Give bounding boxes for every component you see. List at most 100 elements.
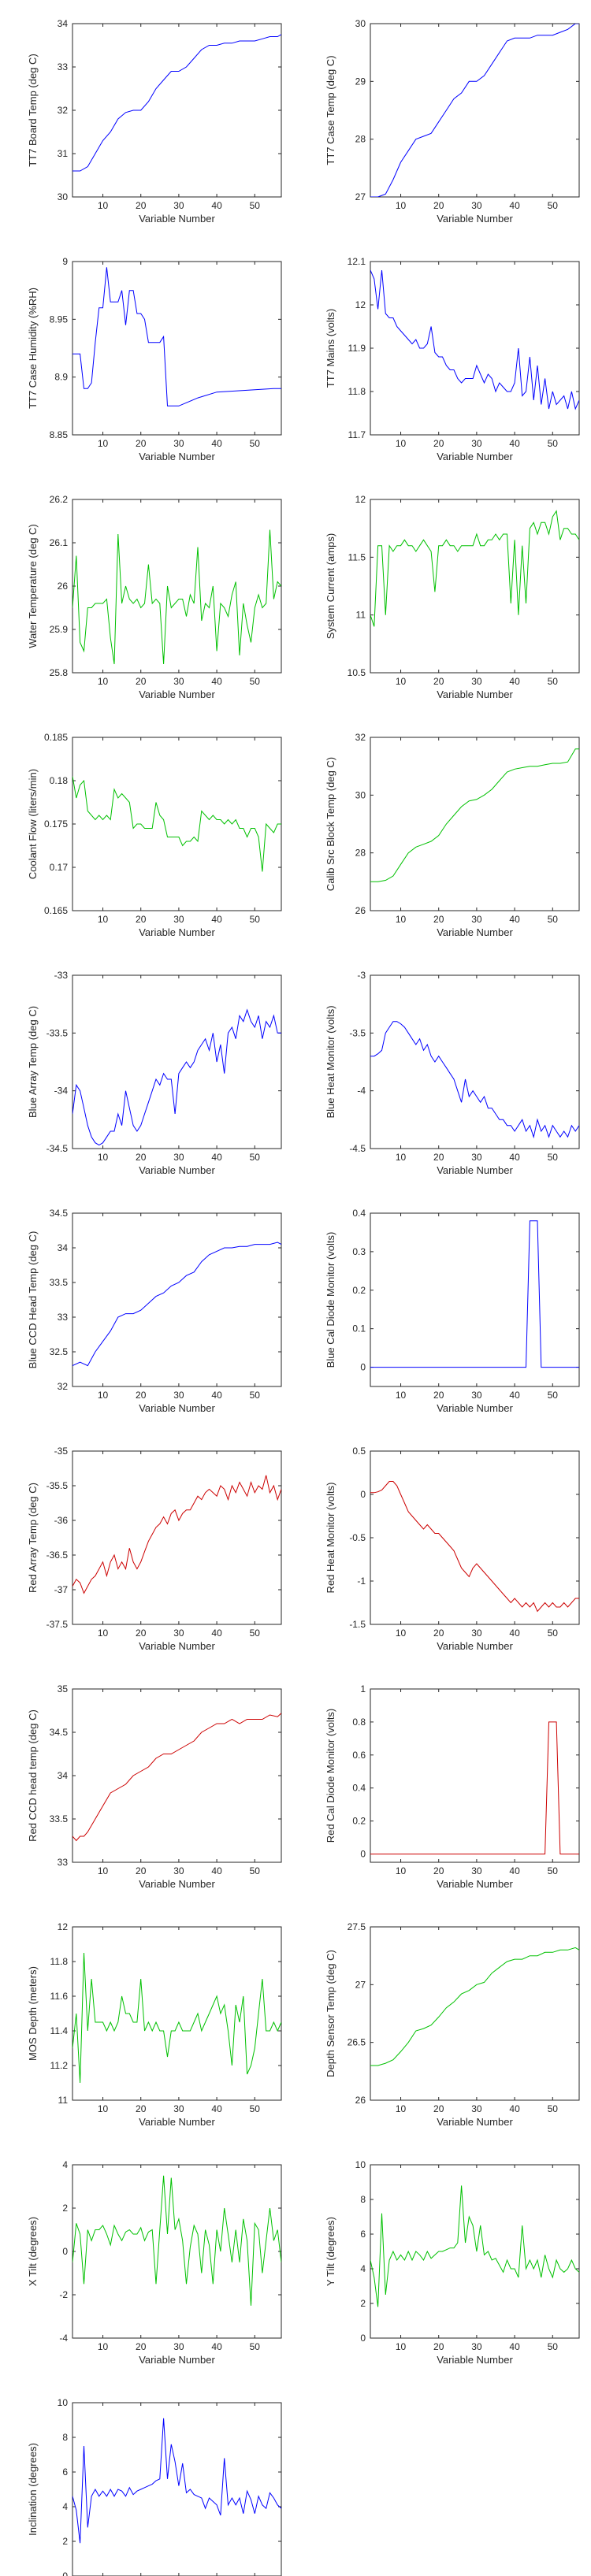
x-axis-label: Variable Number [437, 1640, 513, 1652]
x-axis-label: Variable Number [437, 2116, 513, 2128]
x-tick-label: 40 [211, 676, 222, 687]
x-tick-label: 50 [250, 1152, 261, 1163]
y-axis-label: Calib Src Block Temp (deg C) [325, 757, 336, 891]
y-axis-label: Y Tilt (degrees) [325, 2217, 336, 2286]
x-tick-label: 10 [98, 1390, 109, 1401]
x-tick-label: 50 [250, 2103, 261, 2114]
chart-6: 10 20 30 40 50 10.5 11 11.5 12 Variable Number Sys… [325, 494, 580, 700]
x-tick-label: 30 [471, 438, 482, 449]
chart-15: 10 20 30 40 50 33 33.5 34 34.5 35 Variable Number R… [27, 1683, 282, 1890]
x-tick-label: 20 [433, 676, 444, 687]
data-series-line [370, 2185, 579, 2307]
x-tick-label: 20 [433, 914, 444, 925]
x-tick-label: 10 [396, 676, 407, 687]
y-axis-label: Red Cal Diode Monitor (volts) [325, 1709, 336, 1843]
x-tick-label: 50 [548, 676, 559, 687]
data-series-line [72, 34, 281, 172]
y-tick-label: 34.5 [50, 1208, 69, 1219]
y-axis-label: Water Temperature (deg C) [27, 524, 39, 648]
x-tick-label: 50 [548, 200, 559, 211]
x-tick-label: 50 [548, 2341, 559, 2352]
x-tick-label: 20 [136, 1390, 147, 1401]
x-tick-label: 50 [548, 1628, 559, 1639]
chart-1: 10 20 30 40 50 30 31 32 33 34 Variable Number TT7 B… [27, 18, 282, 225]
y-tick-label: 2 [360, 2298, 366, 2309]
x-tick-label: 10 [98, 1865, 109, 1876]
y-tick-label: -3.5 [349, 1027, 366, 1038]
y-tick-label: 11.9 [348, 343, 366, 354]
y-tick-label: 26.1 [50, 537, 69, 548]
x-axis-label: Variable Number [437, 213, 513, 225]
y-tick-label: 34.5 [50, 1727, 69, 1738]
x-tick-label: 20 [136, 676, 147, 687]
y-tick-label: 33 [58, 1857, 69, 1868]
y-tick-label: 25.8 [50, 667, 69, 678]
data-series-line [72, 1713, 281, 1842]
x-tick-label: 40 [211, 1152, 222, 1163]
y-tick-label: 11 [356, 610, 366, 621]
x-tick-label: 40 [509, 2103, 520, 2114]
chart-7: 10 20 30 40 50 0.165 0.17 0.175 0.18 0.185 Variabl… [27, 732, 282, 938]
y-tick-label: 4 [62, 2501, 68, 2512]
x-tick-label: 30 [173, 914, 184, 925]
y-tick-label: 32 [58, 1381, 69, 1392]
y-tick-label: -33.5 [46, 1027, 69, 1038]
data-series-line [370, 1947, 579, 2066]
x-tick-label: 40 [211, 1390, 222, 1401]
data-series-line [72, 1242, 281, 1367]
data-series-line [72, 1475, 281, 1594]
chart-10: 10 20 30 40 50 -4.5 -4 -3.5 -3 Variable Number Blu… [325, 970, 580, 1176]
data-series-line [72, 267, 281, 406]
y-tick-label: -1 [357, 1576, 366, 1587]
y-tick-label: 31 [58, 148, 69, 159]
y-tick-label: 11 [58, 2095, 69, 2106]
y-tick-label: 4 [62, 2159, 68, 2170]
y-tick-label: 27 [355, 191, 366, 202]
y-axis-label: Coolant Flow (liters/min) [27, 769, 39, 879]
y-tick-label: 25.9 [50, 624, 69, 635]
x-tick-label: 10 [396, 2103, 407, 2114]
x-tick-label: 10 [98, 2341, 109, 2352]
plot-frame [72, 1212, 282, 1387]
x-tick-label: 30 [471, 1865, 482, 1876]
x-tick-label: 10 [98, 914, 109, 925]
y-axis-label: X Tilt (degrees) [27, 2217, 39, 2286]
x-tick-label: 30 [173, 2103, 184, 2114]
plot-frame [370, 737, 580, 911]
x-axis-label: Variable Number [139, 1878, 215, 1890]
y-tick-label: 11.2 [50, 2060, 69, 2071]
x-tick-label: 10 [396, 2341, 407, 2352]
y-tick-label: 8.85 [50, 429, 69, 440]
x-tick-label: 30 [471, 676, 482, 687]
y-tick-label: 26.2 [50, 494, 69, 505]
y-tick-label: 35 [58, 1683, 69, 1694]
y-axis-label: Blue Array Temp (deg C) [27, 1006, 39, 1118]
x-tick-label: 50 [250, 1865, 261, 1876]
y-tick-label: 34 [58, 18, 69, 29]
y-tick-label: 32.5 [50, 1346, 69, 1357]
plot-frame [370, 23, 580, 198]
y-tick-label: -4 [357, 1086, 366, 1097]
plot-frame [370, 1212, 580, 1387]
y-tick-label: 6 [62, 2467, 68, 2478]
x-tick-label: 10 [98, 1152, 109, 1163]
y-tick-label: 11.4 [50, 2025, 69, 2036]
x-tick-label: 20 [136, 1865, 147, 1876]
y-tick-label: 12 [355, 494, 366, 505]
plot-frame [370, 2164, 580, 2339]
y-tick-label: 2 [62, 2536, 68, 2547]
chart-12: 10 20 30 40 50 0 0.1 0.2 0.3 0.4 Variable Number Bl… [325, 1208, 580, 1414]
x-tick-label: 30 [173, 200, 184, 211]
y-tick-label: 0.175 [44, 818, 68, 830]
data-series-line [370, 1220, 579, 1368]
x-tick-label: 40 [509, 1628, 520, 1639]
y-tick-label: 0 [62, 2246, 68, 2257]
x-tick-label: 30 [173, 438, 184, 449]
x-tick-label: 50 [548, 2103, 559, 2114]
y-tick-label: 33.5 [50, 1277, 69, 1288]
plot-frame [370, 974, 580, 1149]
plot-frame [370, 1926, 580, 2101]
x-tick-label: 30 [471, 1152, 482, 1163]
x-tick-label: 40 [211, 200, 222, 211]
plot-frame [72, 499, 282, 674]
